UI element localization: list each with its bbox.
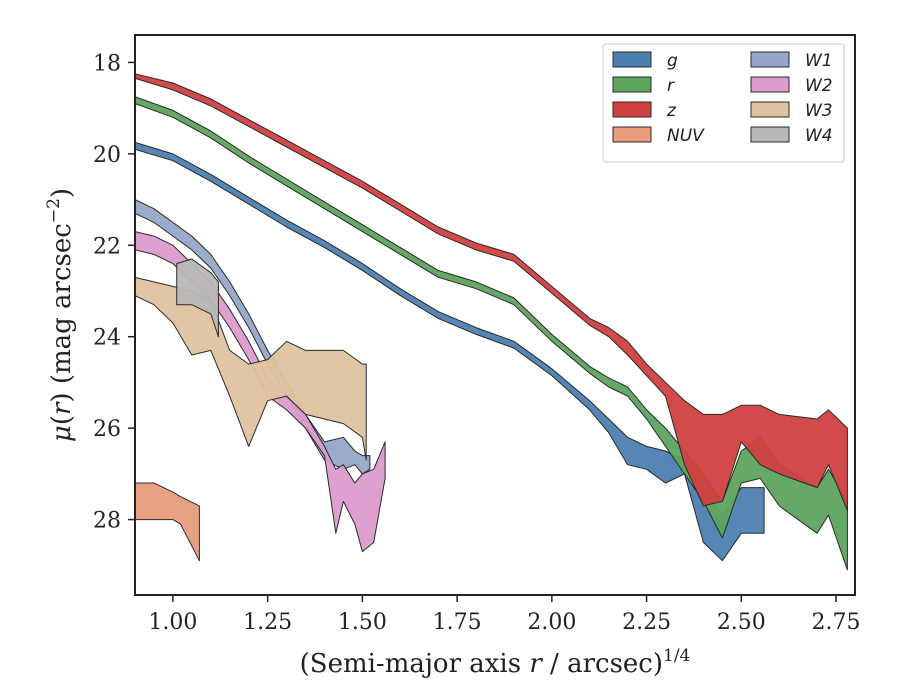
y-tick-label: 20 (93, 143, 121, 168)
y-tick-label: 22 (93, 234, 121, 259)
y-tick-label: 28 (93, 509, 121, 534)
x-tick-label: 2.75 (812, 610, 861, 635)
x-tick-label: 2.00 (527, 610, 576, 635)
legend-swatch-g (612, 51, 652, 68)
legend-swatch-r (612, 76, 652, 93)
band-r (135, 96, 848, 571)
legend-label-z: z (666, 101, 677, 121)
legend-label-nuv: NUV (667, 126, 705, 146)
y-tick-label: 26 (93, 417, 121, 442)
x-axis: 1.00 1.25 1.50 1.75 2.00 2.25 2.50 2.75 (148, 595, 861, 635)
band-w3 (135, 276, 367, 461)
legend-swatch-nuv (612, 126, 652, 143)
legend-swatch-w1 (750, 51, 790, 68)
x-axis-title: (Semi-major axis r / arcsec)1/4 (300, 646, 691, 679)
legend-swatch-w3 (750, 101, 790, 118)
band-w1 (135, 199, 371, 475)
legend-label-g: g (667, 51, 678, 71)
band-z (135, 73, 848, 511)
legend-label-w2: W2 (805, 76, 833, 96)
y-tick-label: 18 (93, 51, 121, 76)
legend-swatch-w4 (750, 126, 790, 143)
legend-label-r: r (667, 76, 675, 96)
data-bands (135, 73, 848, 571)
legend-label-w1: W1 (805, 51, 833, 71)
band-g (135, 141, 765, 562)
y-tick-label: 24 (93, 326, 121, 351)
y-axis: 18 20 22 24 26 28 (93, 51, 135, 534)
band-w4 (176, 258, 219, 338)
legend-swatch-w2 (750, 76, 790, 93)
band-nuv (135, 482, 200, 562)
x-tick-label: 1.75 (433, 610, 482, 635)
legend-label-w3: W3 (805, 101, 833, 121)
legend: grz NUV W1 W2 W3 W4 (602, 43, 845, 163)
legend-swatch-z (612, 101, 652, 118)
legend-label-w4: W4 (805, 126, 833, 146)
plot-frame (134, 34, 856, 596)
x-tick-label: 2.25 (622, 610, 671, 635)
y-axis-title: μ(r) (mag arcsec−2) (44, 188, 77, 442)
x-tick-label: 2.50 (717, 610, 766, 635)
x-tick-label: 1.00 (148, 610, 197, 635)
x-tick-label: 1.50 (338, 610, 387, 635)
x-tick-label: 1.25 (243, 610, 292, 635)
band-w2 (135, 231, 386, 553)
